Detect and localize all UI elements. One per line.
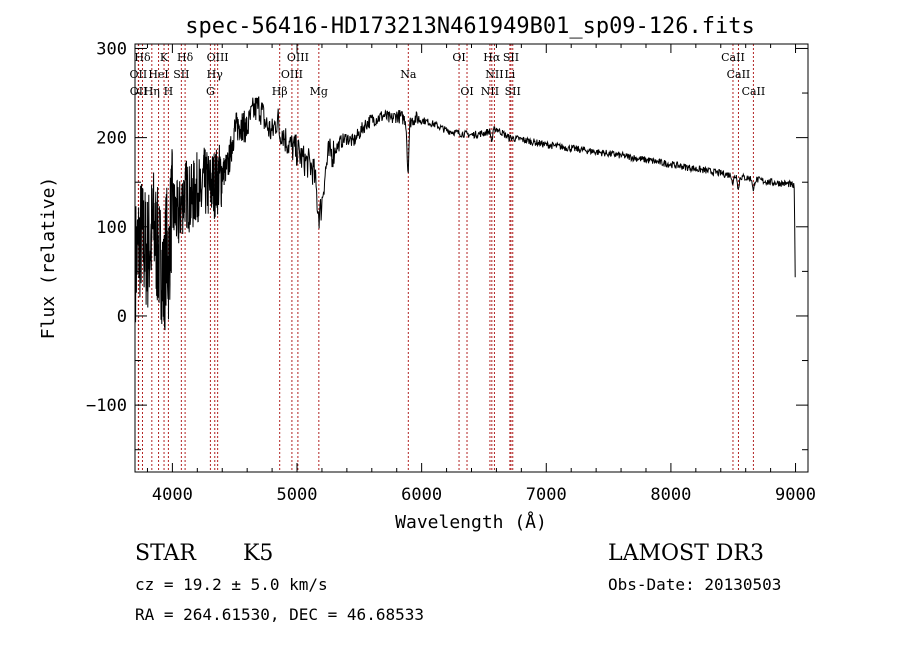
line-marker-label: OII [130,85,148,98]
redshift-cz: cz = 19.2 ± 5.0 km/s [135,575,328,594]
x-axis-label: Wavelength (Å) [395,511,547,533]
line-marker-label: SII [503,51,519,64]
line-marker-label: Hδ [177,51,194,64]
observation-date: Obs-Date: 20130503 [608,575,781,594]
line-marker-label: NII [485,68,503,81]
line-marker-label: CaII [721,51,745,64]
line-marker-label: OII [130,68,148,81]
x-tick-label: 6000 [401,485,442,505]
x-tick-label: 9000 [775,485,816,505]
x-tick-label: 8000 [650,485,691,505]
coordinates: RA = 264.61530, DEC = 46.68533 [135,605,424,624]
line-marker-label: CaII [742,85,766,98]
line-marker-label: Hβ [272,85,288,98]
line-marker-label: SII [505,85,521,98]
line-marker-label: HeI [148,68,168,81]
y-tick-label: −100 [86,396,127,416]
x-axis: 4000 5000 6000 7000 8000 9000 [146,44,816,505]
line-marker-label: OIII [287,51,309,64]
line-marker-label: Mg [310,85,328,98]
y-tick-label: 300 [96,39,127,59]
chart-title: spec-56416-HD173213N461949B01_sp09-126.f… [185,14,755,39]
line-marker-label: OIII [207,51,229,64]
y-axis-label: Flux (relative) [38,177,59,340]
y-tick-label: 200 [96,129,127,149]
survey-name: LAMOST DR3 [608,541,764,566]
line-marker-label: Na [400,68,417,81]
line-marker-label: OIII [281,68,303,81]
line-marker-label: OI [452,51,465,64]
line-marker-label: Hα [483,51,501,64]
plot-frame [134,43,809,473]
line-marker-label: NII [481,85,499,98]
line-marker-label: Hδ [134,51,151,64]
subclass: K5 [243,541,273,566]
line-marker-label: Hγ [207,68,224,81]
y-tick-label: 0 [117,307,127,327]
line-marker-label: CaII [727,68,751,81]
line-marker-label: Li [504,68,515,81]
object-type: STAR [135,541,197,566]
line-markers [137,44,754,472]
x-tick-label: 5000 [277,485,318,505]
line-marker-label: H [164,85,174,98]
x-tick-label: 7000 [526,485,567,505]
line-marker-label: K [160,51,169,64]
x-tick-label: 4000 [152,485,193,505]
line-marker-label: Hη [144,85,160,98]
line-marker-label: G [206,85,215,98]
y-axis: −100 0 100 200 300 [86,39,808,451]
spectrum-line [135,96,796,331]
line-marker-label: OI [460,85,473,98]
line-marker-label: SII [173,68,189,81]
y-tick-label: 100 [96,218,127,238]
